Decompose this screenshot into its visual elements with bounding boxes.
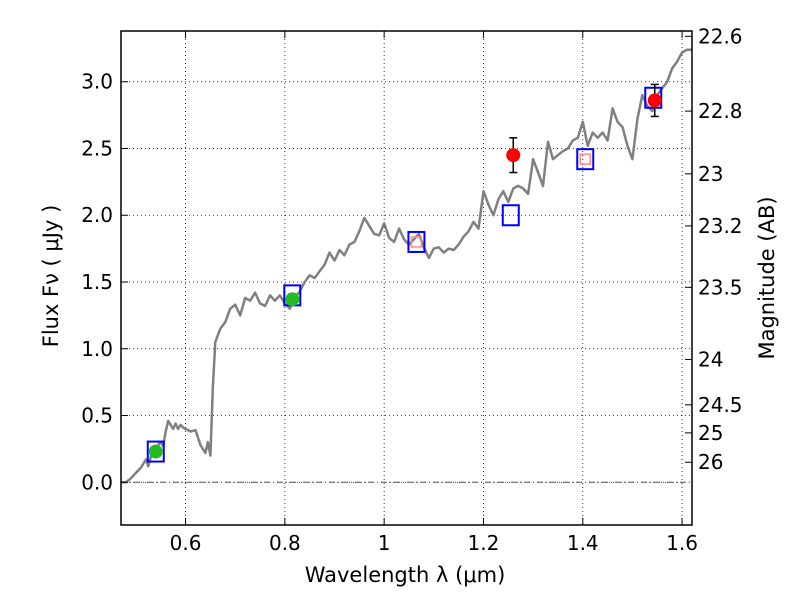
mag-tick-label: 22.8 <box>698 99 743 123</box>
x-tick-label: 1.6 <box>666 531 698 555</box>
sed-model-line <box>121 48 692 484</box>
plot-frame <box>120 30 693 526</box>
mag-tick-label: 24.5 <box>698 393 743 417</box>
y2-axis-label: Magnitude (AB) <box>755 196 779 359</box>
x-tick-label: 1 <box>378 531 391 555</box>
x-tick-label: 0.6 <box>170 531 202 555</box>
y-tick-label: 1.5 <box>81 270 113 294</box>
x-axis-label: Wavelength λ (μm) <box>305 563 506 587</box>
detection-point <box>148 444 163 459</box>
detection-point <box>285 292 300 307</box>
x-tick-label: 1.4 <box>567 531 599 555</box>
detection-point <box>647 93 662 108</box>
model-photometry-square <box>644 86 663 109</box>
x-tick-label: 0.8 <box>269 531 301 555</box>
y-tick-label: 2.5 <box>81 136 113 160</box>
model-photometry-square <box>407 230 426 253</box>
y-axis-ticks: 0.0 0.5 1.0 1.5 2.0 2.5 3.0 <box>81 70 128 494</box>
mag-tick-label: 22.6 <box>698 24 743 48</box>
mag-tick-label: 24 <box>698 347 723 371</box>
model-photometry-group <box>146 86 663 463</box>
nondetection-group <box>410 153 591 248</box>
detection-group <box>148 83 662 459</box>
detection-point <box>506 148 521 163</box>
mag-tick-label: 25 <box>698 421 723 445</box>
mag-tick-label: 26 <box>698 450 723 474</box>
mag-tick-label: 23.2 <box>698 214 743 238</box>
model-photometry-square <box>576 148 595 171</box>
y-tick-label: 0.0 <box>81 470 113 494</box>
mag-tick-label: 23 <box>698 162 723 186</box>
y-tick-label: 3.0 <box>81 70 113 94</box>
model-photometry-square <box>501 204 520 227</box>
y-tick-label: 1.0 <box>81 337 113 361</box>
y-axis-label: Flux Fν ( μJy ) <box>39 205 63 348</box>
nondetection-marker <box>579 153 591 165</box>
x-tick-label: 1.2 <box>468 531 500 555</box>
plot-area <box>121 48 692 484</box>
x-axis-ticks: 0.6 0.8 1 1.2 1.4 1.6 <box>170 31 698 555</box>
nondetection-marker <box>410 236 423 248</box>
y-tick-label: 0.5 <box>81 404 113 428</box>
mag-tick-label: 23.5 <box>698 275 743 299</box>
model-photometry-square <box>146 440 165 463</box>
y2-axis-ticks: 22.6 22.8 23 23.2 23.5 24 24.5 25 26 <box>685 24 743 474</box>
y-tick-label: 2.0 <box>81 203 113 227</box>
